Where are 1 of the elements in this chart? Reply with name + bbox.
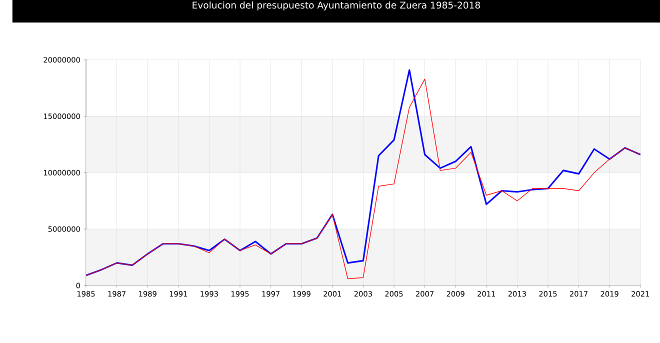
chart-title: Evolucion del presupuesto Ayuntamiento de Zuera 1985-2018 xyxy=(192,1,480,10)
